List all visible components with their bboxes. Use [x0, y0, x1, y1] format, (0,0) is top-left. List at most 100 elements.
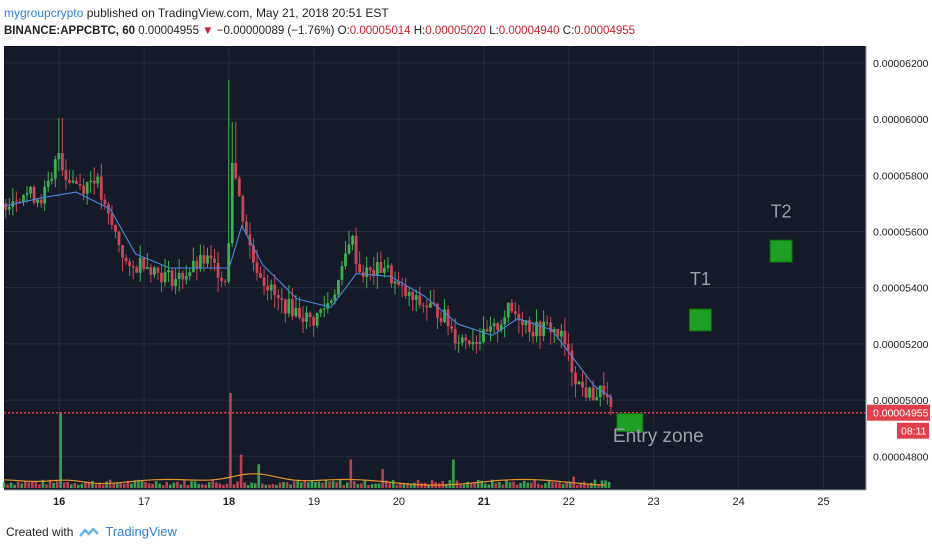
- volume-bar: [590, 482, 593, 488]
- candle-body: [99, 176, 103, 200]
- annotation-box: [688, 308, 712, 332]
- annotation-label: Entry zone: [613, 426, 704, 447]
- volume-bar: [324, 479, 328, 488]
- high-label: H:: [413, 25, 426, 37]
- candle-body: [393, 281, 397, 284]
- volume-bar: [317, 481, 321, 488]
- volume-bar: [285, 482, 289, 488]
- candle-body: [496, 323, 500, 331]
- candle-body: [149, 267, 153, 275]
- candle-body: [142, 257, 146, 270]
- candle-body: [489, 326, 492, 332]
- volume-bar: [218, 483, 222, 488]
- last-price: 0.00004955: [138, 25, 199, 37]
- price-moving-average: [3, 191, 612, 398]
- chart-area[interactable]: 0.00004800 0.00005000 0.00005200 0.00005400…: [0, 44, 932, 510]
- volume-bar: [501, 484, 505, 488]
- candle-body: [131, 266, 135, 268]
- volume-bar: [34, 481, 38, 488]
- open-label: O:: [337, 25, 350, 37]
- annotation-label: T2: [771, 201, 792, 221]
- volume-bar: [133, 480, 137, 488]
- volume-bar: [2, 482, 6, 488]
- volume-bar: [69, 484, 73, 488]
- volume-bar: [229, 393, 232, 488]
- tradingview-brand-link[interactable]: TradingView: [105, 524, 177, 539]
- candle-body: [110, 213, 114, 225]
- candle-body: [354, 235, 358, 265]
- volume-bar: [445, 483, 448, 488]
- candle-body: [244, 221, 248, 235]
- volume-bar: [338, 480, 342, 488]
- candle-body: [517, 313, 521, 321]
- candle-body: [443, 309, 446, 322]
- volume-bar: [275, 484, 278, 488]
- volume-bar: [165, 481, 169, 488]
- x-tick-label: 22: [563, 496, 575, 508]
- volume-bar: [561, 483, 565, 488]
- candle-body: [106, 204, 110, 214]
- volume-bar: [547, 480, 551, 488]
- volume-bar: [169, 484, 172, 488]
- candle-body: [170, 270, 174, 287]
- candle-body: [595, 397, 599, 401]
- publish-info: mygroupcrypto published on TradingView.c…: [4, 6, 389, 20]
- author-link[interactable]: mygroupcrypto: [4, 6, 84, 20]
- x-tick-label: 17: [138, 496, 150, 508]
- candle-body: [588, 387, 592, 398]
- volume-bar: [607, 481, 611, 488]
- volume-bar: [462, 484, 466, 488]
- volume-bar: [77, 484, 80, 488]
- symbol-info: BINANCE:APPCBTC, 60 0.00004955 ▼ −0.0000…: [4, 25, 635, 37]
- volume-bar: [526, 482, 530, 488]
- volume-bar: [137, 479, 140, 488]
- volume-bar: [529, 482, 533, 488]
- volume-bar: [487, 484, 491, 488]
- volume-bar: [469, 483, 473, 488]
- volume-bar: [16, 481, 20, 488]
- volume-bar: [430, 480, 434, 488]
- candle-body: [237, 178, 241, 196]
- created-with-text: Created with: [6, 524, 74, 539]
- candle-body: [453, 328, 457, 344]
- volume-bar: [123, 483, 126, 488]
- volume-bar: [236, 481, 239, 488]
- volume-bar: [303, 480, 307, 488]
- volume-bar: [147, 483, 151, 488]
- volume-bar: [381, 469, 384, 488]
- candle-body: [64, 170, 68, 180]
- candle-body: [206, 255, 209, 264]
- volume-bar: [278, 482, 282, 488]
- candle-body: [386, 265, 390, 268]
- candle-body: [559, 330, 563, 337]
- candle-body: [152, 267, 156, 275]
- price-chart[interactable]: 0.00004800 0.00005000 0.00005200 0.00005400…: [0, 44, 932, 510]
- symbol-name[interactable]: BINANCE:APPCBTC, 60: [4, 25, 135, 37]
- candle-body: [521, 320, 524, 326]
- candle-body: [326, 303, 330, 309]
- candle-body: [556, 328, 560, 337]
- candle-body: [598, 385, 602, 398]
- candle-body: [510, 302, 514, 312]
- candle-body: [439, 317, 443, 322]
- low-label: L:: [489, 25, 499, 37]
- volume-bar: [215, 482, 218, 488]
- tradingview-logo-icon[interactable]: [79, 526, 100, 538]
- volume-bar: [466, 481, 469, 488]
- close-label: C:: [562, 25, 575, 37]
- volume-bar: [554, 482, 558, 488]
- candle-body: [184, 276, 188, 280]
- candle-body: [213, 258, 216, 263]
- down-arrow-icon: ▼: [202, 25, 214, 37]
- candle-body: [478, 342, 482, 344]
- volume-bar: [243, 482, 246, 488]
- volume-bar: [225, 483, 229, 488]
- candle-body: [294, 307, 298, 317]
- candle-body: [57, 153, 61, 160]
- candle-body: [312, 317, 316, 326]
- volume-bar: [115, 482, 119, 488]
- candle-body: [503, 317, 507, 325]
- candle-body: [269, 284, 273, 291]
- volume-bar: [399, 482, 402, 488]
- candle-body: [358, 264, 362, 273]
